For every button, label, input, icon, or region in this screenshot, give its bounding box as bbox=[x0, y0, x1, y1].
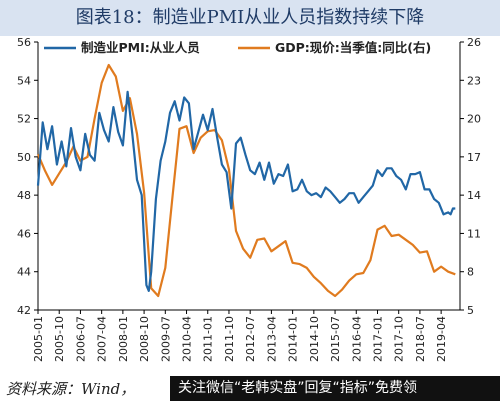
y-right-tick-label: 23 bbox=[467, 74, 481, 87]
x-tick-label: 2011-10 bbox=[223, 316, 236, 362]
figure-title: 图表18：制造业PMI从业人员指数持续下降 bbox=[0, 0, 500, 36]
y-left-tick-label: 42 bbox=[17, 304, 31, 317]
x-tick-label: 2011-01 bbox=[202, 316, 215, 362]
x-tick-label: 2014-01 bbox=[287, 316, 300, 362]
chart-legend: 制造业PMI:从业人员 GDP:现价:当季值:同比(右) bbox=[44, 40, 431, 55]
x-tick-label: 2018-07 bbox=[414, 316, 427, 362]
series-line-gdp bbox=[36, 63, 456, 298]
x-tick-label: 2015-07 bbox=[329, 316, 342, 362]
y-right-tick-label: 5 bbox=[467, 304, 474, 317]
y-right-tick-label: 17 bbox=[467, 151, 481, 164]
x-tick-label: 2008-10 bbox=[138, 316, 151, 362]
x-tick-label: 2014-10 bbox=[308, 316, 321, 362]
y-left-tick-label: 46 bbox=[17, 227, 31, 240]
y-right-tick-label: 14 bbox=[467, 189, 481, 202]
promo-banner: 关注微信“老韩实盘”回复“指标”免费领 bbox=[170, 376, 500, 401]
chart-series bbox=[36, 63, 456, 298]
y-left-tick-label: 52 bbox=[17, 113, 31, 126]
y-left-tick-label: 54 bbox=[17, 74, 31, 87]
legend-label: GDP:现价:当季值:同比(右) bbox=[275, 40, 431, 55]
x-tick-label: 2016-04 bbox=[350, 316, 363, 362]
y-right-tick-label: 20 bbox=[467, 113, 481, 126]
series-line-pmi bbox=[36, 90, 456, 292]
y-left-tick-label: 50 bbox=[17, 151, 31, 164]
y-right-tick-label: 26 bbox=[467, 36, 481, 49]
x-tick-label: 2012-07 bbox=[244, 316, 257, 362]
footer: 资料来源：Wind， 关注微信“老韩实盘”回复“指标”免费领 bbox=[0, 374, 500, 403]
x-tick-label: 2009-07 bbox=[159, 316, 172, 362]
y-right-tick-label: 11 bbox=[467, 227, 481, 240]
x-tick-label: 2006-07 bbox=[74, 316, 87, 362]
x-tick-label: 2008-01 bbox=[117, 316, 130, 362]
legend-item-pmi: 制造业PMI:从业人员 bbox=[44, 40, 200, 55]
y-left-tick-label: 48 bbox=[17, 189, 31, 202]
x-tick-label: 2019-04 bbox=[435, 316, 448, 362]
y-right-tick-label: 8 bbox=[467, 266, 474, 279]
x-tick-label: 2013-04 bbox=[265, 316, 278, 362]
x-tick-label: 2005-10 bbox=[53, 316, 66, 362]
legend-label: 制造业PMI:从业人员 bbox=[81, 40, 200, 55]
x-tick-label: 2007-04 bbox=[96, 316, 109, 362]
x-tick-label: 2010-04 bbox=[181, 316, 194, 362]
source-note: 资料来源：Wind， bbox=[6, 380, 136, 398]
x-tick-label: 2017-10 bbox=[393, 316, 406, 362]
x-tick-label: 2017-01 bbox=[371, 316, 384, 362]
y-left-tick-label: 56 bbox=[17, 36, 31, 49]
legend-item-gdp: GDP:现价:当季值:同比(右) bbox=[238, 40, 431, 55]
y-left-tick-label: 44 bbox=[17, 266, 31, 279]
x-tick-label: 2005-01 bbox=[32, 316, 45, 362]
